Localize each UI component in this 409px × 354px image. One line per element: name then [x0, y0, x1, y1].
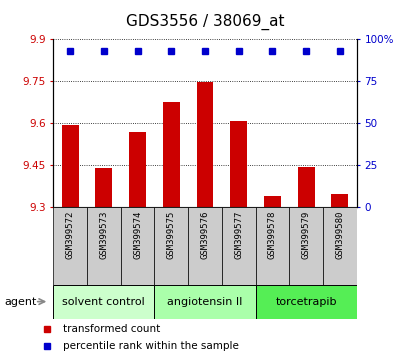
Text: GDS3556 / 38069_at: GDS3556 / 38069_at — [126, 14, 283, 30]
Bar — [322, 207, 356, 285]
Text: GSM399576: GSM399576 — [200, 211, 209, 259]
Text: percentile rank within the sample: percentile rank within the sample — [63, 341, 238, 351]
Bar — [263, 196, 280, 207]
Text: transformed count: transformed count — [63, 324, 160, 333]
Text: GSM399580: GSM399580 — [335, 211, 344, 259]
Bar — [255, 207, 289, 285]
Text: solvent control: solvent control — [62, 297, 145, 307]
Text: GSM399578: GSM399578 — [267, 211, 276, 259]
Text: GSM399573: GSM399573 — [99, 211, 108, 259]
Bar — [62, 125, 79, 207]
Bar — [154, 207, 188, 285]
Bar — [196, 82, 213, 207]
Bar — [120, 207, 154, 285]
Bar — [95, 169, 112, 207]
Bar — [162, 102, 179, 207]
Bar — [53, 285, 154, 319]
Text: angiotensin II: angiotensin II — [167, 297, 242, 307]
Text: GSM399575: GSM399575 — [166, 211, 175, 259]
Bar — [297, 167, 314, 207]
Bar — [289, 207, 322, 285]
Text: GSM399577: GSM399577 — [234, 211, 243, 259]
Bar — [129, 132, 146, 207]
Bar — [221, 207, 255, 285]
Text: agent: agent — [4, 297, 36, 307]
Bar — [230, 121, 247, 207]
Bar — [188, 207, 221, 285]
Bar — [53, 207, 87, 285]
Text: torcetrapib: torcetrapib — [275, 297, 336, 307]
Text: GSM399574: GSM399574 — [133, 211, 142, 259]
Bar — [154, 285, 255, 319]
Bar — [330, 194, 347, 207]
Bar — [87, 207, 120, 285]
Text: GSM399572: GSM399572 — [65, 211, 74, 259]
Bar — [255, 285, 356, 319]
Text: GSM399579: GSM399579 — [301, 211, 310, 259]
